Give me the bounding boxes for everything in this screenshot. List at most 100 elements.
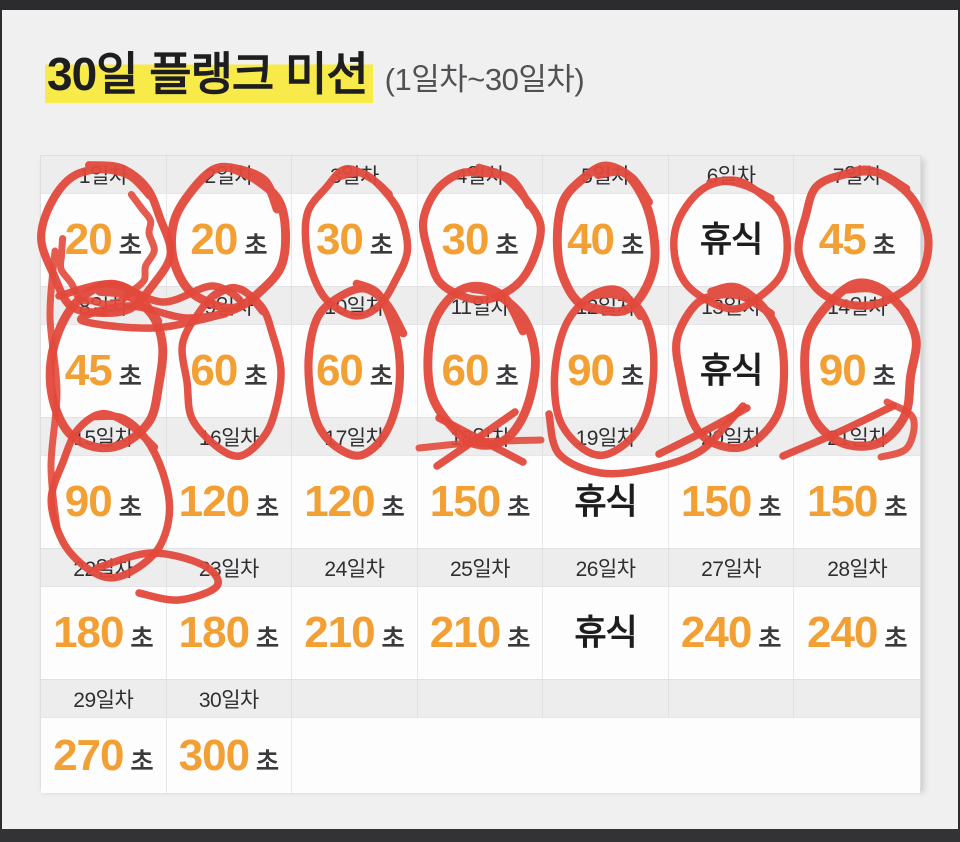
- day-value-cell: 휴식: [669, 325, 795, 417]
- duration-value: 90: [64, 477, 113, 526]
- day-value-cell: 150 초: [794, 456, 920, 548]
- mission-table-grid: 1일차 2일차 3일차 4일차 5일차 6일차 7일차 20 초 20 초 30 초 30 초 40 초 휴식 45…: [41, 156, 920, 793]
- day-value-cell: 휴식: [669, 194, 795, 286]
- seconds-unit: 초: [758, 625, 782, 653]
- mission-table: 1일차 2일차 3일차 4일차 5일차 6일차 7일차 20 초 20 초 30 초 30 초 40 초 휴식 45…: [37, 155, 933, 793]
- duration-value: 90: [567, 346, 615, 395]
- day-value-cell: 60 초: [167, 325, 293, 417]
- seconds-unit: 초: [495, 232, 519, 260]
- day-header: 24일차: [292, 549, 418, 586]
- day-value-cell: 90 초: [794, 325, 920, 417]
- day-value-row: 90 초 120 초 120 초 150 초 휴식 150 초 150 초: [41, 456, 920, 548]
- day-value-row: 180 초 180 초 210 초 210 초 휴식 240 초 240 초: [41, 587, 920, 679]
- day-header-empty: [794, 680, 920, 717]
- day-value-cell-empty: [292, 718, 418, 793]
- day-value-cell-empty: [418, 718, 544, 793]
- seconds-unit: 초: [507, 625, 531, 653]
- seconds-unit: 초: [872, 232, 896, 260]
- seconds-unit: 초: [256, 494, 280, 522]
- day-value-cell: 120 초: [167, 456, 293, 548]
- seconds-unit: 초: [381, 625, 405, 653]
- day-value-cell: 20 초: [167, 194, 293, 286]
- day-header: 29일차: [41, 680, 167, 717]
- rest-label: 휴식: [699, 351, 763, 391]
- day-value-cell: 45 초: [794, 194, 920, 286]
- day-header: 13일차: [669, 287, 795, 324]
- seconds-unit: 초: [621, 363, 645, 391]
- day-value-cell: 210 초: [292, 587, 418, 679]
- day-header: 1일차: [41, 156, 167, 193]
- day-value-cell: 45 초: [41, 325, 167, 417]
- letterbox-top-bar: [0, 0, 960, 10]
- day-value-row: 270 초 300 초: [41, 718, 920, 793]
- duration-value: 210: [429, 608, 501, 657]
- duration-value: 20: [64, 215, 113, 264]
- day-header: 9일차: [167, 287, 293, 324]
- day-header: 17일차: [292, 418, 418, 455]
- duration-value: 270: [53, 730, 124, 780]
- duration-value: 30: [315, 215, 364, 264]
- day-header: 23일차: [167, 549, 293, 586]
- duration-value: 240: [806, 608, 878, 657]
- day-value-cell: 210 초: [418, 587, 544, 679]
- duration-value: 90: [818, 346, 867, 395]
- day-value-cell: 180 초: [167, 587, 293, 679]
- page-title: 30일 플랭크 미션 (1일차~30일차): [45, 48, 585, 103]
- day-value-cell-empty: [794, 718, 920, 793]
- day-value-cell: 휴식: [543, 587, 669, 679]
- day-header: 28일차: [827, 557, 888, 581]
- duration-value: 150: [429, 477, 501, 526]
- day-value-cell: 20 초: [41, 194, 167, 286]
- seconds-unit: 초: [118, 232, 142, 260]
- day-header-empty: [543, 680, 669, 717]
- duration-value: 300: [178, 730, 250, 780]
- seconds-unit: 초: [130, 747, 154, 776]
- day-value-cell-empty: [543, 718, 669, 793]
- day-header-empty: [669, 680, 795, 717]
- day-header: 4일차: [418, 156, 544, 193]
- table-row-group: 22일차 23일차 24일차 25일차 26일차 27일차 28일차 180 초 180 초 210 초…: [41, 548, 920, 679]
- day-header: 19일차: [543, 418, 669, 455]
- title-highlighted-text: 30일 플랭크 미션: [45, 48, 373, 103]
- seconds-unit: 초: [369, 363, 393, 391]
- seconds-unit: 초: [872, 363, 896, 391]
- seconds-unit: 초: [621, 232, 645, 260]
- day-header: 6일차: [669, 156, 795, 193]
- day-value-cell: 180 초: [41, 587, 167, 679]
- day-header: 5일차: [543, 156, 669, 193]
- title-day-range: (1일차~30일차): [384, 62, 585, 97]
- duration-value: 20: [190, 215, 238, 264]
- day-value-cell: 150 초: [669, 456, 795, 548]
- day-header: 22일차: [41, 549, 167, 586]
- day-header: 11일차: [418, 287, 544, 324]
- day-value-cell: 240 초: [669, 587, 795, 679]
- table-row-group: 15일차 16일차 17일차 18일차 19일차 20일차 21일차 90 초 120 초 120 초 1…: [41, 417, 920, 548]
- duration-value: 120: [304, 477, 375, 526]
- duration-value: 45: [818, 215, 867, 264]
- day-value-cell-empty: [669, 718, 795, 793]
- letterbox-left-edge: [0, 0, 2, 842]
- day-value-cell: 150 초: [418, 456, 544, 548]
- day-value-cell: 휴식: [543, 456, 669, 548]
- day-header: 3일차: [292, 156, 418, 193]
- day-value-cell: 60 초: [418, 325, 544, 417]
- seconds-unit: 초: [758, 494, 782, 522]
- day-value-cell: 90 초: [543, 325, 669, 417]
- seconds-unit: 초: [244, 232, 268, 260]
- day-header: 12일차: [543, 287, 669, 324]
- duration-value: 120: [178, 477, 250, 526]
- duration-value: 60: [441, 346, 490, 395]
- seconds-unit: 초: [256, 747, 280, 776]
- day-header: 18일차: [418, 418, 544, 455]
- table-row-group: 8일차 9일차 10일차 11일차 12일차 13일차 14일차 45 초 60 초 60 초 60 초 90…: [41, 286, 920, 417]
- day-value-cell: 270 초: [41, 718, 167, 793]
- day-value-cell: 30 초: [418, 194, 544, 286]
- day-header-row: 29일차 30일차: [41, 679, 920, 718]
- duration-value: 180: [178, 608, 250, 657]
- day-value-row: 20 초 20 초 30 초 30 초 40 초 휴식 45 초: [41, 194, 920, 286]
- seconds-unit: 초: [884, 494, 908, 522]
- day-value-cell: 300 초: [167, 718, 293, 793]
- letterbox-bottom-bar: [0, 829, 960, 842]
- day-header: 25일차: [418, 549, 544, 586]
- duration-value: 150: [680, 477, 752, 526]
